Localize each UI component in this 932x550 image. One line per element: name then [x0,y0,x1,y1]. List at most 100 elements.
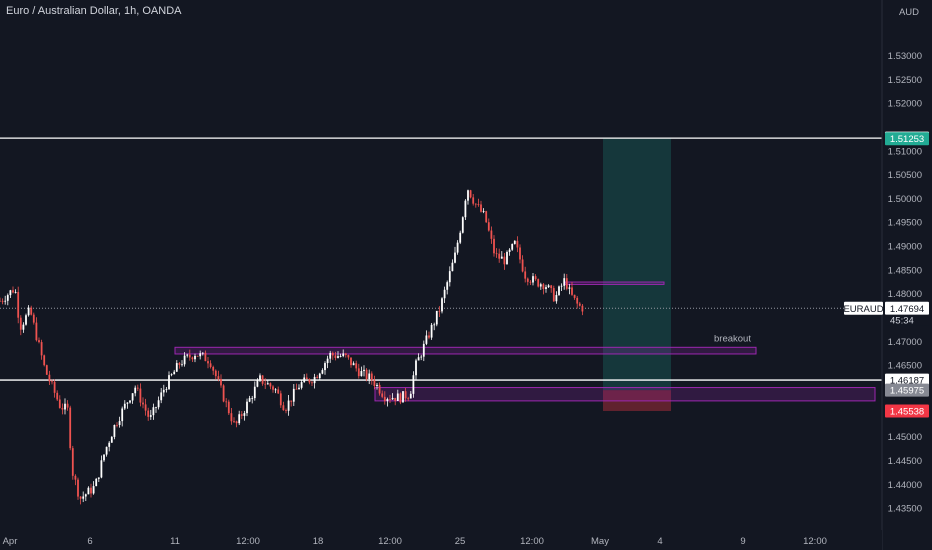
symbol-tag [844,301,883,315]
candle-body [443,289,446,299]
candle-body [438,310,441,312]
candle-body [370,373,373,381]
candle-body [66,403,69,408]
candle-body [560,285,563,287]
candle-body [365,369,368,380]
candle-body [417,357,420,361]
candle-body [118,421,121,426]
candle-body [194,355,196,360]
candle-body [454,252,456,263]
candle-body [347,355,350,358]
candle-body [500,256,503,259]
symbol-tag-text: EURAUD [843,304,883,315]
candle-body [129,400,131,403]
candle-body [394,397,397,401]
candle-body [295,388,298,390]
candle-body [97,477,100,479]
candle-body [110,436,113,443]
candle-body [201,352,204,354]
candle-body [464,200,467,218]
candle-body [342,353,345,357]
candle-body [186,354,189,356]
countdown-bg [885,314,929,326]
candle-body [480,204,482,212]
candle-body [155,407,157,409]
x-tick-label: 4 [657,536,662,547]
zone-rect-2[interactable] [564,281,665,285]
y-tick-label: 1.50500 [888,170,922,181]
candle-body [170,374,173,376]
candle-body [451,262,454,272]
candle-body [51,381,53,383]
candle-body [121,408,124,422]
candle-body [422,343,425,357]
candle-body [318,373,321,379]
candle-body [503,256,506,265]
candle-body [162,389,165,393]
price-tag-1 [885,132,929,146]
x-tick-label: 9 [740,536,745,547]
candle-body [389,399,391,400]
candle-body [568,287,571,289]
candle-body [532,276,534,283]
zone-rect-0[interactable] [174,346,757,355]
x-tick-label: 12:00 [236,536,260,547]
candle-body [253,386,256,399]
candle-body [277,389,280,394]
price-tag-2 [885,301,929,315]
candle-body [243,413,246,416]
candle-body [204,352,207,362]
candle-body [259,375,261,381]
candle-body [399,393,402,403]
candle-body [524,271,527,279]
candle-body [576,297,579,304]
candle-body [71,448,74,476]
candle-body [188,354,191,358]
candle-body [235,421,238,424]
candle-body [513,240,516,244]
candle-body [183,355,186,365]
candle-body [298,387,300,390]
candle-body [326,358,329,364]
candle-body [313,376,316,384]
candle-body [409,393,412,399]
candle-body [404,391,407,399]
candle-body [233,421,235,423]
candle-body [105,446,108,455]
price-axis[interactable] [882,0,932,550]
candle-body [352,363,355,366]
time-axis[interactable] [0,530,882,550]
price-tag-text: 1.45538 [890,406,924,417]
candle-body [506,251,508,265]
y-tick-label: 1.48000 [888,289,922,300]
candle-body [77,479,79,497]
candle-body [448,271,451,283]
candle-body [48,374,51,382]
candle-body [467,190,469,201]
position-target-zone[interactable] [603,138,671,391]
x-tick-label: 6 [87,536,92,547]
candle-body [573,294,576,298]
candle-body [428,335,430,338]
candle-body [303,377,306,383]
candle-body [212,366,215,371]
y-tick-label: 1.50000 [888,194,922,205]
zone-rect-1[interactable] [374,387,876,402]
candle-body [32,314,35,323]
candle-body [485,211,488,223]
candle-body [222,385,225,402]
candle-body [337,356,339,358]
candle-body [521,259,524,272]
candle-body [261,375,264,384]
candle-body [373,380,376,386]
candle-body [248,398,251,402]
candle-body [79,496,82,499]
candle-body [334,355,337,358]
candle-body [84,494,87,497]
candle-body [108,442,111,447]
x-tick-label: 18 [313,536,324,547]
candle-body [266,383,269,385]
candle-body [552,288,555,302]
y-tick-label: 1.43500 [888,504,922,515]
